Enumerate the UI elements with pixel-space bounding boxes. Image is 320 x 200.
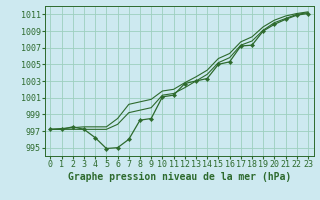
X-axis label: Graphe pression niveau de la mer (hPa): Graphe pression niveau de la mer (hPa) — [68, 172, 291, 182]
